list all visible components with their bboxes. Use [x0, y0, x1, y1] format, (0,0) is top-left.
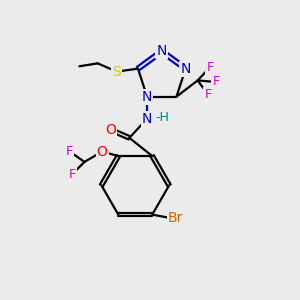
Text: F: F [66, 145, 73, 158]
Text: F: F [204, 88, 211, 101]
Text: F: F [206, 61, 214, 74]
Text: N: N [157, 44, 167, 58]
Text: O: O [97, 145, 108, 159]
Text: O: O [105, 123, 116, 136]
Text: N: N [142, 112, 152, 126]
Text: F: F [69, 168, 76, 181]
Text: S: S [112, 64, 121, 79]
Text: F: F [212, 75, 220, 88]
Text: -H: -H [155, 111, 169, 124]
Text: N: N [142, 90, 152, 104]
Text: Br: Br [168, 211, 184, 225]
Text: N: N [180, 62, 191, 76]
